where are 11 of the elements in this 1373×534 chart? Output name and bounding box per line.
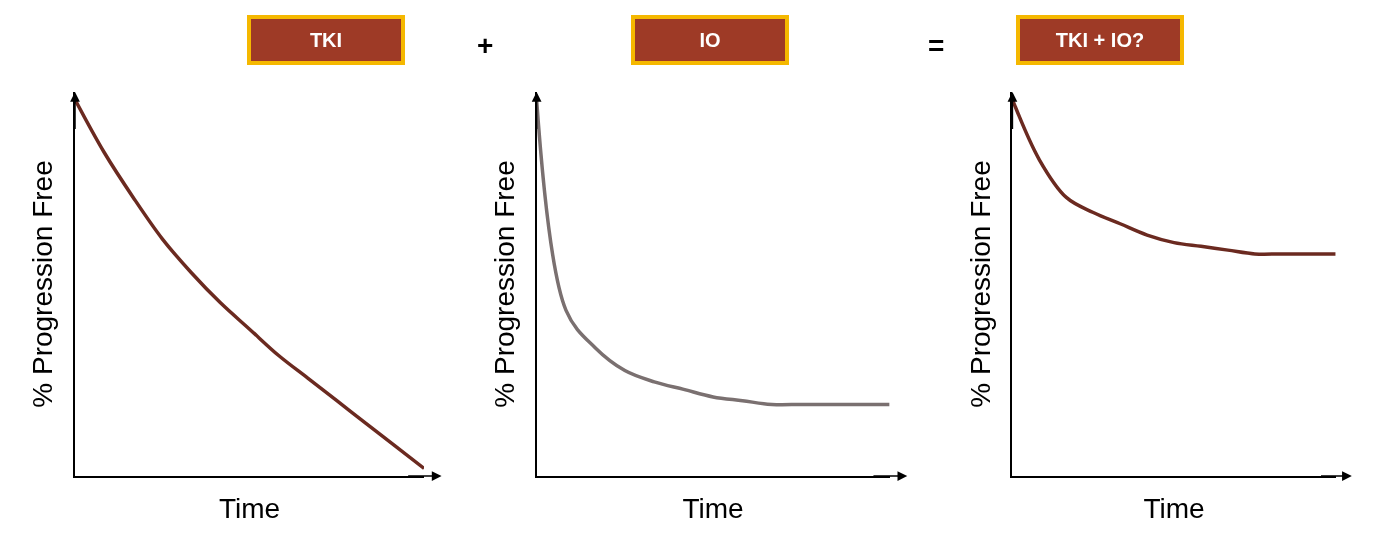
chart-title: IO [699,29,721,51]
x-axis-title: Time [1143,493,1205,525]
y-axis-title: % Progression Free [964,160,996,408]
x-axis-title: Time [218,493,281,525]
y-axis-title: % Progression Free [489,160,521,408]
x-axis-title: Time [682,493,744,525]
y-axis-title: % Progression Free [27,160,59,408]
chart-title: TKI [309,29,343,51]
chart-title: TKI + IO? [1055,29,1145,51]
text: = [928,30,945,61]
text: + [477,30,494,61]
